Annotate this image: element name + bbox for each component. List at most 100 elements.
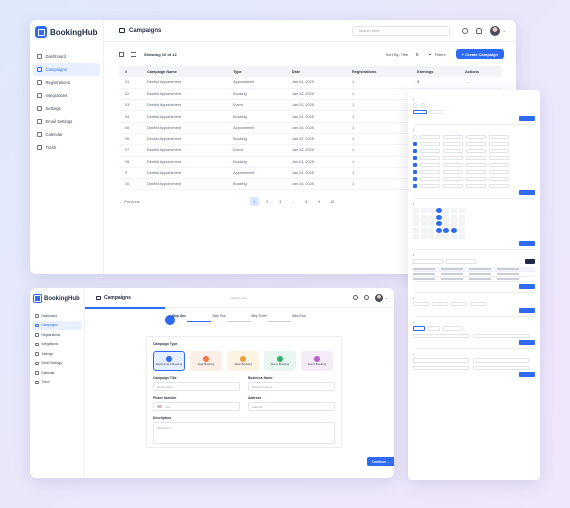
time-input[interactable] (420, 183, 440, 188)
radio-option[interactable] (421, 103, 425, 108)
help-icon[interactable] (353, 295, 359, 300)
filters-button[interactable]: ⏷ Filters (425, 49, 450, 59)
step-4[interactable]: Step Four (291, 314, 307, 319)
day-checkbox[interactable] (413, 141, 417, 146)
day-checkbox[interactable] (413, 176, 417, 181)
sidebar-item-registrations[interactable]: Registrations (33, 76, 100, 89)
time-input[interactable] (443, 183, 463, 188)
option-chip[interactable] (430, 109, 444, 114)
calendar-day[interactable] (435, 234, 442, 240)
calendar-day[interactable] (450, 214, 457, 220)
calendar-day[interactable] (450, 227, 457, 233)
time-input[interactable] (443, 162, 463, 167)
sidebar-item-email-settings[interactable]: Email Settings (33, 115, 100, 128)
radio-option[interactable] (413, 103, 417, 108)
sidebar-item-settings[interactable]: Settings (33, 102, 100, 115)
calendar-day[interactable] (458, 214, 465, 220)
checkbox-option[interactable] (413, 301, 429, 307)
time-input[interactable] (443, 134, 463, 139)
payment-input[interactable] (413, 333, 469, 339)
sidebar-item-calendar[interactable]: Calendar (32, 368, 82, 378)
email-input[interactable] (473, 365, 529, 371)
calendar-day[interactable] (435, 221, 442, 227)
calendar-day[interactable] (443, 214, 450, 220)
calendar-day[interactable] (413, 227, 419, 233)
save-button[interactable] (519, 372, 535, 378)
campaign-type-option[interactable]: Table Booking (227, 351, 259, 371)
calendar-day[interactable] (443, 227, 450, 233)
sidebar-item-calendar[interactable]: Calendar (33, 128, 100, 141)
calendar-day[interactable] (443, 234, 450, 240)
calendar-day[interactable] (450, 208, 457, 213)
bell-icon[interactable] (364, 295, 370, 300)
page-button[interactable]: 8 (305, 199, 308, 204)
time-input[interactable] (466, 176, 486, 181)
time-input[interactable] (443, 155, 463, 160)
time-input[interactable] (443, 169, 463, 174)
time-input[interactable] (489, 141, 509, 146)
email-input[interactable] (473, 358, 529, 363)
sidebar-item-email-settings[interactable]: Email Settings (32, 359, 82, 369)
sidebar-item-settings[interactable]: Settings (32, 349, 82, 359)
chevron-down-icon[interactable]: ⌄ (385, 295, 388, 300)
sidebar-item-dashboard[interactable]: Dashboard (32, 311, 82, 321)
sort-button[interactable]: Sort By: Title ⇅ (382, 49, 423, 59)
calendar-day[interactable] (428, 214, 435, 220)
description-textarea[interactable]: Description (153, 422, 335, 444)
save-button[interactable] (519, 283, 535, 289)
calendar-day[interactable] (428, 221, 435, 227)
business-name-input[interactable]: Business Name (248, 382, 335, 391)
sidebar-item-registrations[interactable]: Registrations (32, 330, 82, 340)
page-button[interactable]: 1 (249, 197, 259, 207)
bell-icon[interactable] (475, 27, 482, 34)
calendar-day[interactable] (450, 221, 457, 227)
calendar-day[interactable] (413, 214, 419, 220)
checkbox-option[interactable] (470, 301, 486, 307)
save-button[interactable] (519, 241, 535, 247)
time-input[interactable] (443, 148, 463, 153)
page-button[interactable]: ... (291, 199, 295, 204)
save-button[interactable] (519, 340, 535, 346)
calendar-day[interactable] (420, 214, 427, 220)
address-input[interactable]: Address (248, 402, 335, 411)
time-input[interactable] (489, 176, 509, 181)
time-input[interactable] (420, 176, 440, 181)
day-checkbox[interactable] (413, 155, 417, 160)
calendar-day[interactable] (420, 227, 427, 233)
search-input[interactable]: Search here... (351, 25, 450, 36)
previous-button[interactable]: ← Previous (119, 199, 140, 205)
campaign-type-option[interactable]: Room Booking (264, 351, 296, 371)
create-campaign-button[interactable]: + Create Campaign (455, 49, 504, 59)
campaign-title-input[interactable]: Dentist Appt... (153, 382, 240, 391)
calendar-day[interactable] (420, 208, 427, 213)
calendar-day[interactable] (458, 221, 465, 227)
calendar-day[interactable] (428, 208, 435, 213)
time-input[interactable] (489, 148, 509, 153)
sidebar-item-trash[interactable]: Trash (33, 141, 100, 154)
time-input[interactable] (420, 148, 440, 153)
checkbox-option[interactable] (432, 301, 448, 307)
list-view-icon[interactable] (131, 51, 136, 57)
sidebar-item-dashboard[interactable]: Dashboard (33, 50, 100, 63)
sidebar-item-integrations[interactable]: Integrations (32, 340, 82, 350)
payment-option[interactable] (443, 326, 463, 331)
calendar-day[interactable] (435, 227, 442, 233)
campaign-type-option[interactable]: Seat Booking (190, 351, 222, 371)
time-input[interactable] (466, 155, 486, 160)
table-row[interactable]: 01 Dentist Appointment Appointment Jan 24, … (119, 77, 502, 89)
time-input[interactable] (489, 183, 509, 188)
avatar[interactable] (489, 25, 500, 36)
add-staff-button[interactable] (525, 259, 535, 264)
time-input[interactable] (420, 169, 440, 174)
time-input[interactable] (466, 134, 486, 139)
sidebar-item-campaigns[interactable]: Campaigns (32, 320, 82, 330)
day-checkbox[interactable] (413, 162, 417, 167)
more-actions-icon[interactable]: ⋯ (465, 80, 469, 85)
search-input[interactable]: Search here (230, 295, 248, 300)
time-input[interactable] (466, 148, 486, 153)
time-input[interactable] (489, 169, 509, 174)
phone-number-input[interactable]: +91 (153, 402, 240, 411)
calendar-day[interactable] (413, 221, 419, 227)
time-input[interactable] (420, 155, 440, 160)
campaign-type-option[interactable]: Appointment Booking (153, 351, 185, 371)
